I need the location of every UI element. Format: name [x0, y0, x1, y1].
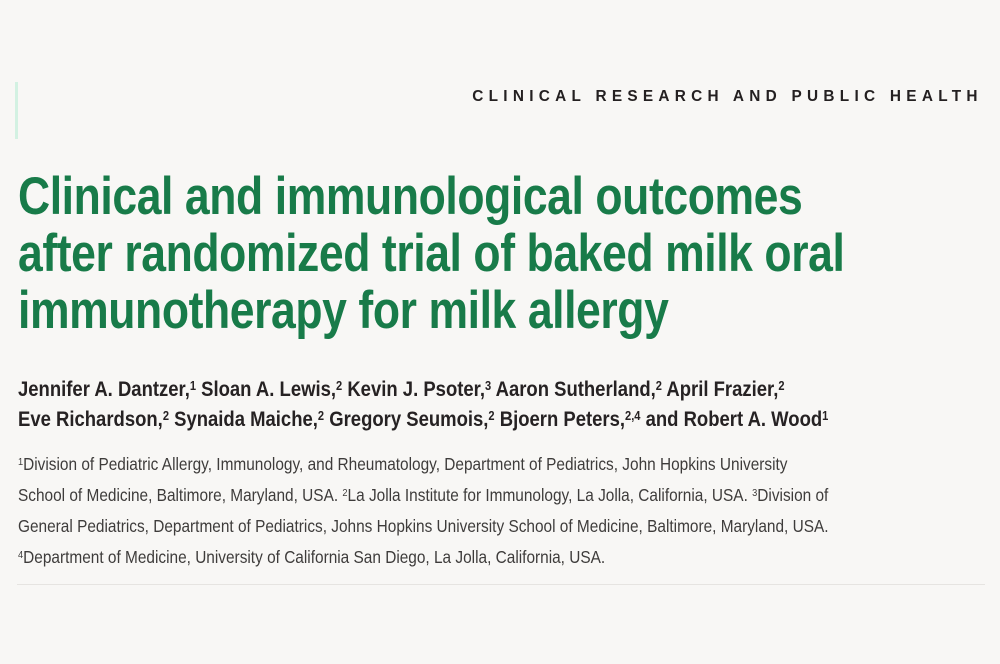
author-line-1: Jennifer A. Dantzer,1 Sloan A. Lewis,2 K…: [18, 378, 785, 401]
footer-divider: [17, 584, 985, 585]
title-line-1: Clinical and immunological outcomes: [18, 167, 803, 226]
section-kicker: CLINICAL RESEARCH AND PUBLIC HEALTH: [472, 88, 983, 105]
affiliation-line-4: 4Department of Medicine, University of C…: [18, 547, 606, 567]
affiliation-line-3: General Pediatrics, Department of Pediat…: [18, 516, 829, 536]
title-line-3: immunotherapy for milk allergy: [18, 281, 669, 340]
affiliation-line-2: School of Medicine, Baltimore, Maryland,…: [18, 485, 829, 505]
affiliation-line-1: 1Division of Pediatric Allergy, Immunolo…: [18, 454, 788, 474]
author-list: Jennifer A. Dantzer,1 Sloan A. Lewis,2 K…: [18, 375, 828, 435]
accent-bar: [15, 82, 18, 139]
affiliations: 1Division of Pediatric Allergy, Immunolo…: [18, 449, 829, 573]
author-line-2: Eve Richardson,2 Synaida Maiche,2 Gregor…: [18, 408, 829, 431]
title-line-2: after randomized trial of baked milk ora…: [18, 224, 845, 283]
article-title: Clinical and immunological outcomes afte…: [18, 167, 845, 340]
